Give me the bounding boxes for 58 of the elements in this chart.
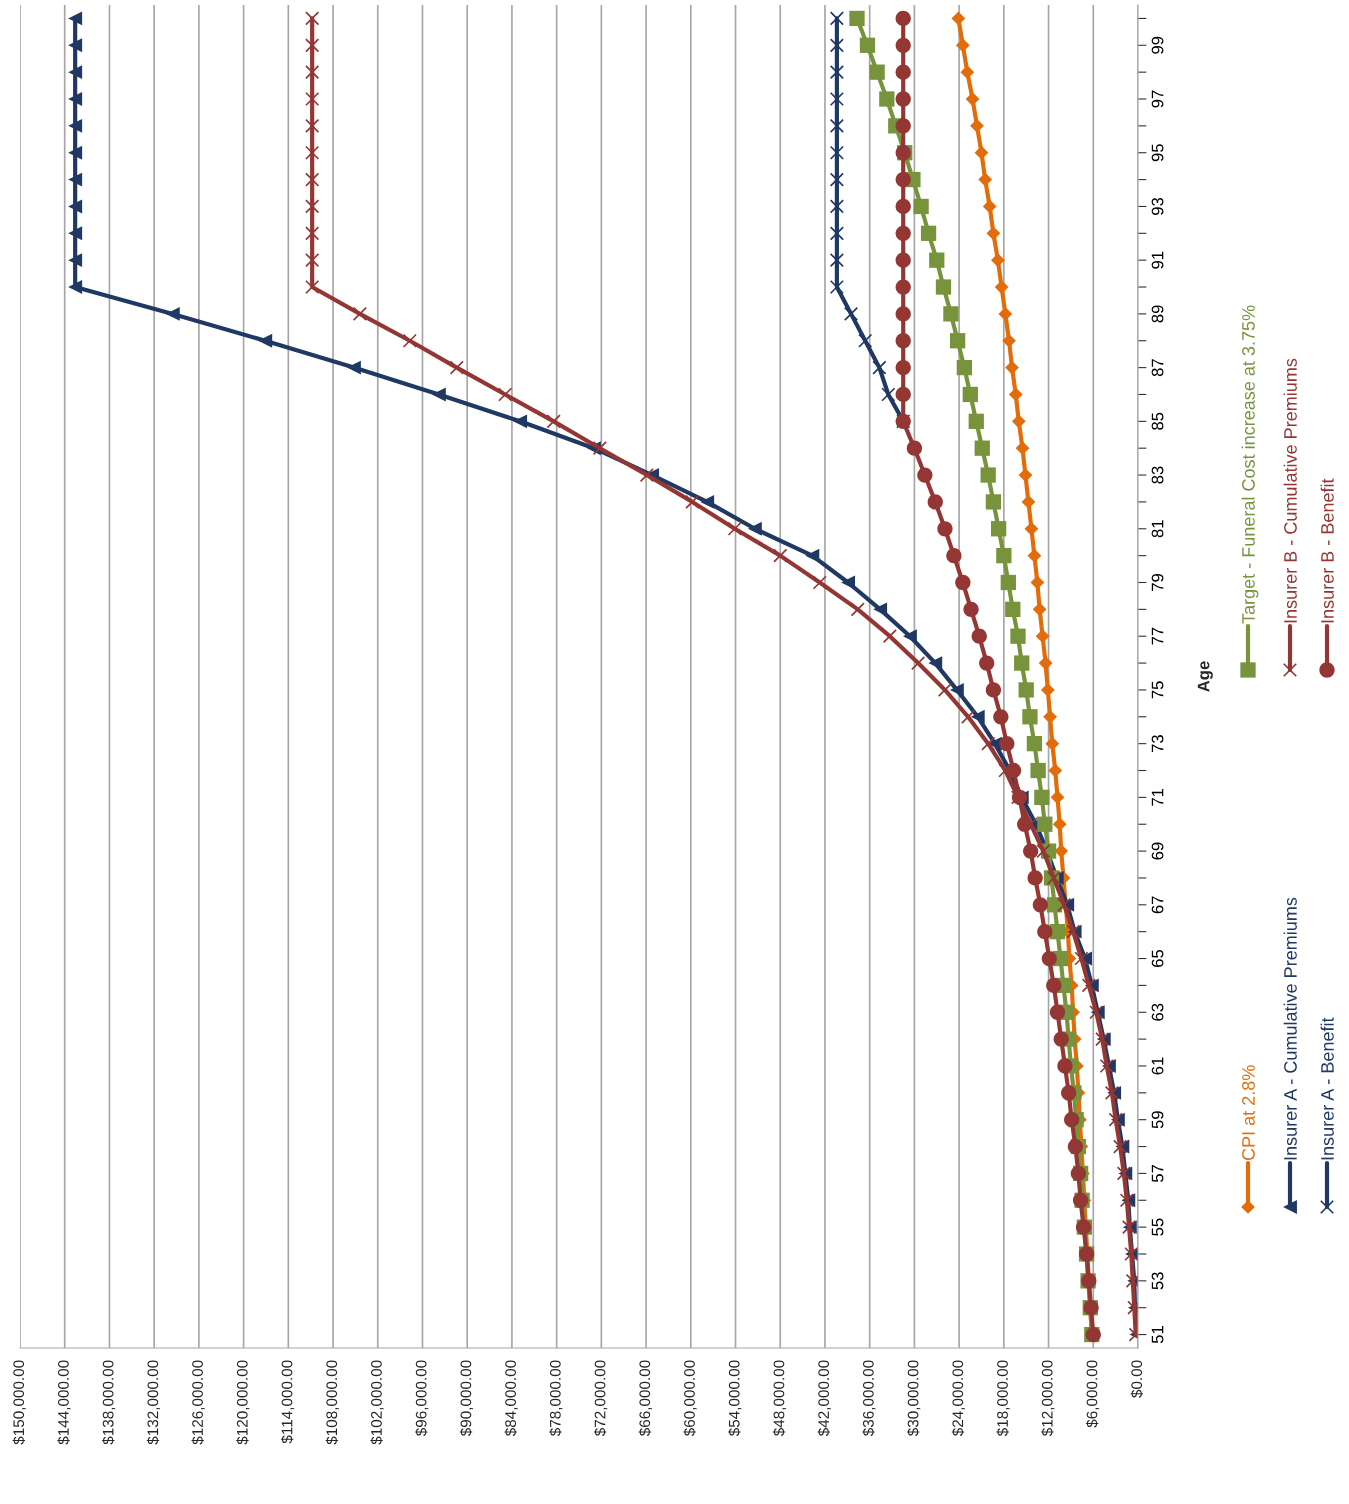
text: Target - Funeral Cost increase at 3.75%: [1241, 305, 1259, 624]
x-tick-label: $144,000.00: [57, 1360, 71, 1445]
y-tick-label: 65: [1151, 949, 1164, 967]
y-tick-label: 51: [1151, 1326, 1164, 1344]
y-tick-label: 75: [1151, 681, 1164, 699]
y-tick-label: 85: [1151, 412, 1164, 430]
y-tick-label: 67: [1151, 896, 1164, 914]
y-tick-label: 55: [1151, 1218, 1164, 1236]
text: Insurer B - Cumulative Premiums: [1283, 358, 1297, 623]
x-tick-label: $12,000.00: [1041, 1360, 1055, 1437]
x-tick-label: $84,000.00: [504, 1360, 518, 1437]
y-tick-label: 73: [1151, 735, 1164, 753]
y-tick-label: 97: [1151, 90, 1164, 108]
x-tick-label: $24,000.00: [951, 1360, 966, 1437]
y-tick-label: 61: [1151, 1057, 1164, 1075]
x-tick-label: $138,000.00: [102, 1360, 116, 1445]
x-tick-label: $78,000.00: [549, 1360, 563, 1437]
x-tick-label: $30,000.00: [907, 1360, 921, 1437]
x-tick-label: $6,000.00: [1085, 1360, 1100, 1428]
y-tick-label: 53: [1151, 1272, 1164, 1290]
x-tick-label: $132,000.00: [146, 1360, 161, 1445]
x-tick-label: $36,000.00: [862, 1360, 876, 1437]
x-tick-label: $18,000.00: [996, 1360, 1010, 1437]
x-tick-label: $150,000.00: [12, 1360, 26, 1445]
x-tick-label: $114,000.00: [280, 1360, 295, 1444]
x-tick-label: $72,000.00: [594, 1360, 608, 1437]
x-tick-label: $102,000.00: [370, 1360, 384, 1445]
y-tick-label: 77: [1151, 627, 1164, 645]
y-tick-label: 59: [1151, 1111, 1164, 1129]
y-tick-label: 89: [1151, 305, 1164, 323]
y-tick-label: 57: [1151, 1164, 1164, 1183]
y-tick-label: 91: [1151, 251, 1164, 269]
x-tick-label: $66,000.00: [638, 1360, 652, 1437]
text: Insurer A - Cumulative Premiums: [1283, 897, 1297, 1160]
x-tick-label: $126,000.00: [191, 1360, 205, 1445]
x-tick-label: $96,000.00: [415, 1360, 429, 1437]
text: Insurer A - Benefit: [1320, 1017, 1334, 1160]
y-tick-label: 83: [1151, 466, 1164, 484]
x-tick-label: $54,000.00: [728, 1360, 742, 1437]
y-tick-label: 63: [1151, 1003, 1164, 1021]
x-tick-label: $48,000.00: [772, 1360, 787, 1437]
y-axis-title: Age: [1197, 661, 1213, 692]
y-tick-label: 79: [1151, 574, 1164, 591]
y-tick-label: 87: [1151, 359, 1164, 377]
x-tick-label: $108,000.00: [325, 1360, 339, 1445]
x-tick-label: $120,000.00: [236, 1360, 250, 1445]
y-tick-label: 71: [1151, 788, 1164, 806]
y-tick-label: 69: [1151, 842, 1164, 860]
text: CPI at 2.8%: [1242, 1065, 1255, 1161]
x-tick-label: $0.00: [1130, 1360, 1144, 1398]
y-tick-label: 95: [1151, 144, 1164, 162]
y-tick-label: 99: [1151, 36, 1164, 54]
text: Insurer B - Benefit: [1320, 478, 1334, 623]
y-tick-label: 81: [1151, 520, 1164, 538]
y-tick-label: 93: [1151, 197, 1164, 215]
x-tick-label: $60,000.00: [683, 1360, 697, 1437]
x-tick-label: $42,000.00: [817, 1360, 831, 1437]
x-tick-label: $90,000.00: [459, 1360, 474, 1437]
